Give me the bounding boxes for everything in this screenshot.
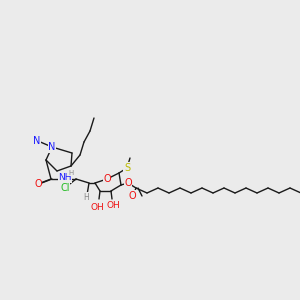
Text: O: O: [124, 178, 132, 188]
Text: O: O: [34, 179, 42, 189]
Text: O: O: [103, 174, 111, 184]
Text: S: S: [124, 163, 130, 173]
Text: H: H: [83, 193, 89, 202]
Text: N: N: [33, 136, 41, 146]
Text: N: N: [48, 142, 56, 152]
Text: O: O: [128, 191, 136, 201]
Text: H: H: [68, 170, 74, 176]
Text: Cl: Cl: [60, 183, 70, 193]
Text: NH: NH: [58, 173, 72, 182]
Text: OH: OH: [106, 202, 120, 211]
Text: OH: OH: [90, 203, 104, 212]
